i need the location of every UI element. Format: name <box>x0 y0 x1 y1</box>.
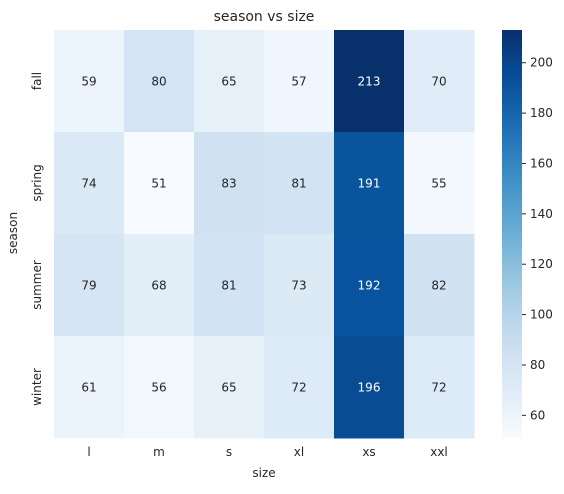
heatmap-cell <box>54 336 125 439</box>
cell-value-label: 61 <box>81 381 96 395</box>
x-tick-label: m <box>153 445 165 459</box>
heatmap-cell <box>404 336 475 439</box>
colorbar-ticks: 60 80 100 120 140 160 180 200 <box>522 56 553 422</box>
colorbar-tick-label: 140 <box>530 207 553 221</box>
colorbar-tick-label: 160 <box>530 156 553 170</box>
x-tick-label: l <box>87 445 90 459</box>
cell-value-label: 70 <box>431 75 446 89</box>
x-tick-label: xl <box>294 445 304 459</box>
cell-value-label: 213 <box>358 75 381 89</box>
heatmap-cell <box>264 132 335 235</box>
x-tick-label: xs <box>362 445 375 459</box>
heatmap-cell <box>194 234 265 337</box>
y-tick-label: spring <box>30 164 44 201</box>
cell-value-label: 68 <box>151 279 166 293</box>
cell-value-label: 80 <box>151 75 166 89</box>
heatmap-cell <box>404 30 475 133</box>
heatmap-cell <box>334 234 405 337</box>
colorbar-tick-label: 180 <box>530 106 553 120</box>
x-tick-label: xxl <box>430 445 448 459</box>
y-axis-ticks: fall spring summer winter <box>30 72 44 406</box>
cell-value-label: 82 <box>431 279 446 293</box>
cell-value-label: 192 <box>358 279 381 293</box>
colorbar-tick-label: 120 <box>530 257 553 271</box>
heatmap-cell <box>404 234 475 337</box>
cell-value-label: 81 <box>291 177 306 191</box>
cell-value-label: 73 <box>291 279 306 293</box>
heatmap-cell <box>194 336 265 439</box>
cell-value-label: 72 <box>291 381 306 395</box>
y-tick-label: fall <box>30 72 44 90</box>
heatmap-cell <box>194 30 265 133</box>
heatmap-cell <box>54 234 125 337</box>
heatmap-cell-labels: 59 80 65 57 213 70 74 51 83 81 191 55 79 68 81 73 192 82 6… <box>81 75 446 395</box>
heatmap-cell <box>124 132 195 235</box>
cell-value-label: 65 <box>221 75 236 89</box>
cell-value-label: 51 <box>151 177 166 191</box>
colorbar-tick-label: 80 <box>530 358 545 372</box>
cell-value-label: 65 <box>221 381 236 395</box>
y-axis-label: season <box>6 212 20 254</box>
colorbar-tick-label: 100 <box>530 308 553 322</box>
heatmap-cell <box>334 30 405 133</box>
heatmap-cell <box>124 30 195 133</box>
cell-value-label: 72 <box>431 381 446 395</box>
heatmap-cell <box>404 132 475 235</box>
chart-title: season vs size <box>214 9 315 25</box>
cell-value-label: 56 <box>151 381 166 395</box>
cell-value-label: 59 <box>81 75 96 89</box>
cell-value-label: 79 <box>81 279 96 293</box>
cell-value-label: 196 <box>358 381 381 395</box>
colorbar <box>502 30 522 438</box>
y-tick-label: winter <box>30 368 44 406</box>
y-tick-label: summer <box>30 260 44 310</box>
cell-value-label: 57 <box>291 75 306 89</box>
cell-value-label: 83 <box>221 177 236 191</box>
heatmap-cell <box>334 132 405 235</box>
heatmap-cell <box>194 132 265 235</box>
x-axis-ticks: l m s xl xs xxl <box>87 445 447 459</box>
cell-value-label: 74 <box>81 177 96 191</box>
heatmap-cell <box>54 132 125 235</box>
colorbar-tick-label: 60 <box>530 408 545 422</box>
cell-value-label: 55 <box>431 177 446 191</box>
x-axis-label: size <box>252 466 275 480</box>
heatmap-cells <box>54 30 475 439</box>
heatmap-cell <box>264 30 335 133</box>
colorbar-tick-label: 200 <box>530 56 553 70</box>
heatmap-cell <box>334 336 405 439</box>
heatmap-cell <box>124 234 195 337</box>
heatmap-cell <box>264 336 335 439</box>
heatmap-cell <box>264 234 335 337</box>
cell-value-label: 81 <box>221 279 236 293</box>
x-tick-label: s <box>226 445 232 459</box>
cell-value-label: 191 <box>358 177 381 191</box>
heatmap-cell <box>124 336 195 439</box>
heatmap-cell <box>54 30 125 133</box>
